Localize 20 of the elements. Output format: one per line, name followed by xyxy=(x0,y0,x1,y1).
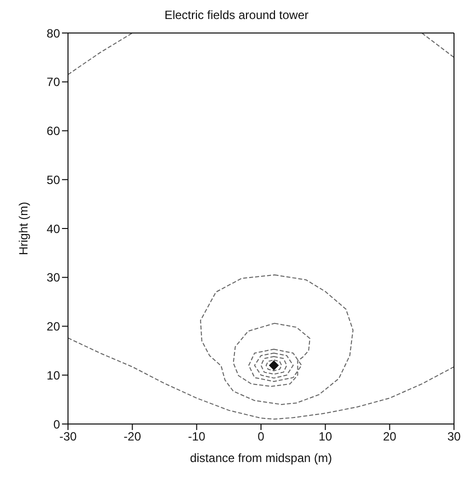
y-tick-label: 20 xyxy=(46,320,60,334)
x-tick-label: 30 xyxy=(447,430,461,444)
line-series xyxy=(68,337,454,420)
x-tick-label: -10 xyxy=(188,430,206,444)
x-tick-label: 0 xyxy=(258,430,265,444)
x-tick-label: 20 xyxy=(382,430,397,444)
x-tick-label: -20 xyxy=(124,430,142,444)
y-tick-label: 10 xyxy=(46,368,60,382)
x-tick-label: 10 xyxy=(318,430,332,444)
y-tick-label: 60 xyxy=(46,124,60,138)
y-tick-label: 50 xyxy=(46,172,60,187)
y-tick-label: 40 xyxy=(46,222,60,236)
y-tick-label: 80 xyxy=(46,26,60,40)
chart-title: Electric fields around tower xyxy=(163,8,310,24)
y-tick-label: 0 xyxy=(53,417,60,432)
x-tick-label: -30 xyxy=(59,430,77,444)
y-tick-label: 30 xyxy=(46,270,60,285)
y-axis-title: Hright (m) xyxy=(16,202,30,256)
x-axis-title: distance from midspan (m) xyxy=(190,451,332,465)
y-tick-label: 70 xyxy=(46,75,60,90)
